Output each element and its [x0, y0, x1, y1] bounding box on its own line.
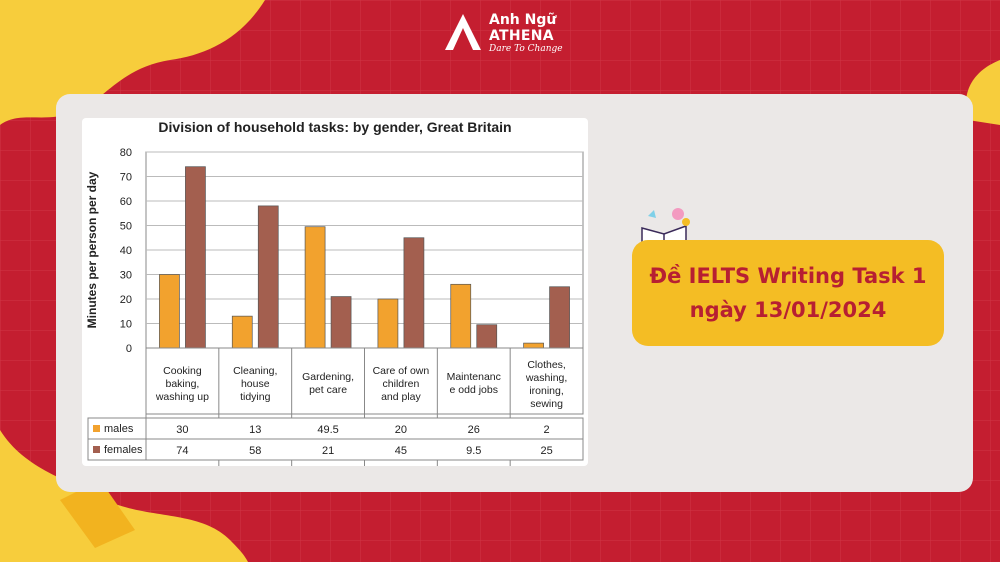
y-tick-label: 60 [120, 196, 132, 208]
y-tick-label: 10 [120, 319, 132, 331]
table-value: 13 [249, 424, 261, 436]
bar-males [231, 315, 253, 349]
y-axis-label: Minutes per person per day [85, 171, 99, 328]
brand-name-line1: Anh Ngữ [489, 12, 557, 28]
y-tick-label: 40 [120, 245, 132, 257]
bar-males [159, 274, 180, 349]
brand-logo: Anh Ngữ ATHENA Dare To Change [443, 10, 563, 56]
table-value: 25 [540, 445, 552, 457]
yellow-pencil-decoration [60, 480, 135, 548]
bar-females [403, 237, 425, 349]
bar-females [549, 286, 570, 349]
table-value: 2 [544, 424, 550, 436]
y-tick-label: 20 [120, 294, 132, 306]
legend-label-females: females [104, 444, 143, 456]
category-label: Care of own children and play [373, 365, 430, 403]
y-tick-label: 0 [126, 343, 132, 355]
y-tick-label: 80 [120, 147, 132, 159]
table-value: 26 [468, 424, 480, 436]
category-label: Cooking baking, washing up [155, 365, 209, 403]
yellow-blob-top-left [0, 0, 265, 125]
bar-females [330, 296, 352, 349]
table-value: 21 [322, 445, 334, 457]
y-tick-label: 70 [120, 172, 132, 184]
table-value: 58 [249, 445, 261, 457]
table-row-females [87, 438, 584, 461]
chart-title: Division of household tasks: by gender, … [158, 119, 511, 135]
category-label: Gardening, pet care [302, 371, 354, 396]
athena-logo-icon [445, 14, 481, 50]
brand-name-line2: ATHENA [489, 28, 554, 44]
bar-males [304, 226, 326, 349]
chart-panel: Division of household tasks: by gender, … [82, 118, 588, 466]
yellow-blob-bottom-left [0, 430, 248, 562]
bar-males [377, 298, 399, 349]
table-value: 9.5 [466, 445, 481, 457]
bar-males [523, 342, 544, 349]
badge-title: Đề IELTS Writing Task 1 [649, 264, 927, 288]
badge-date: ngày 13/01/2024 [689, 298, 887, 322]
bar-males [450, 283, 472, 349]
table-value: 20 [395, 424, 407, 436]
table-value: 45 [395, 445, 407, 457]
legend-label-males: males [104, 423, 134, 435]
exam-date-badge: Đề IELTS Writing Task 1 ngày 13/01/2024 [632, 240, 944, 346]
brand-tagline: Dare To Change [489, 44, 563, 54]
y-tick-label: 50 [120, 221, 132, 233]
yellow-blob-top-right [965, 60, 1000, 125]
bar-females [476, 324, 498, 349]
table-value: 30 [176, 424, 188, 436]
category-label: Maintenanc e odd jobs [447, 371, 501, 396]
bar-females [257, 205, 279, 349]
category-label: Clothes, washing, ironing, sewing [525, 359, 567, 410]
y-tick-label: 30 [120, 270, 132, 282]
table-value: 74 [176, 445, 188, 457]
legend-swatch-females [93, 446, 100, 453]
table-value: 49.5 [317, 424, 338, 436]
bar-females [185, 166, 206, 349]
category-label: Cleaning, house tidying [233, 365, 277, 403]
legend-swatch-males [93, 425, 100, 432]
